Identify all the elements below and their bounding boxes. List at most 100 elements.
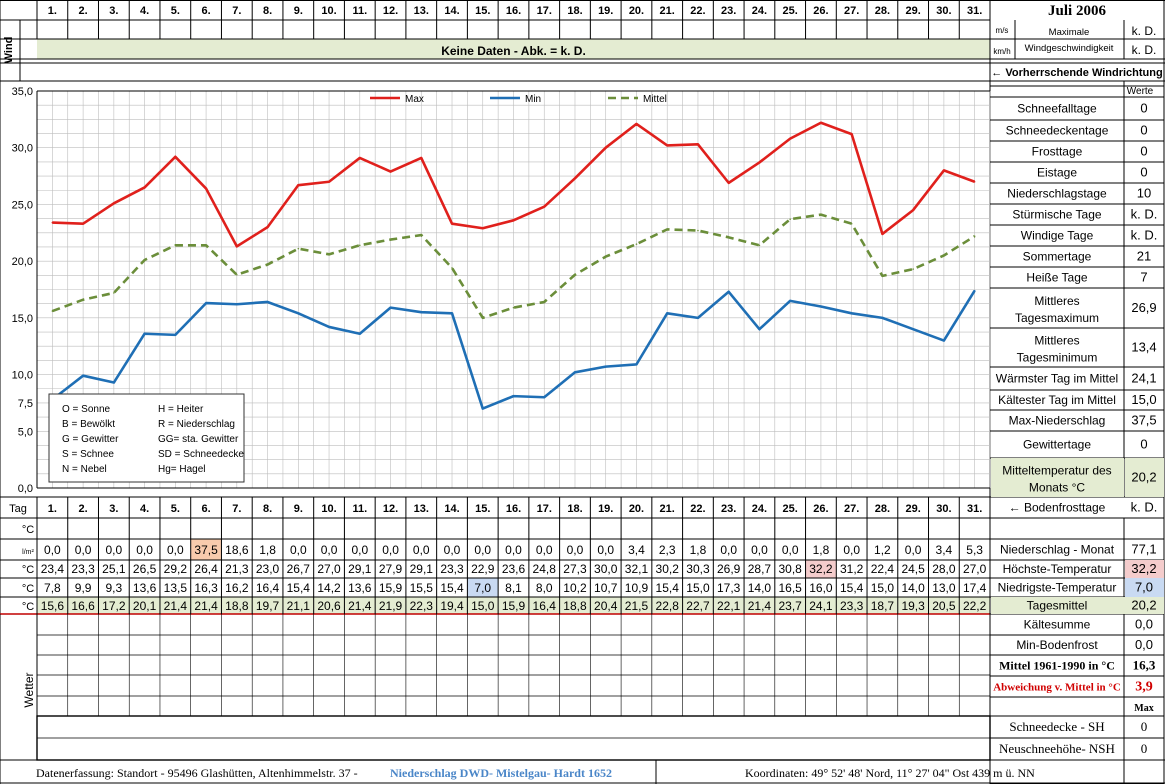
table-day-header: 7. [232, 503, 241, 515]
data-point-mittel [574, 273, 576, 276]
day-header: 27. [844, 5, 859, 17]
data-point-max [389, 170, 392, 173]
data-point-min [143, 332, 146, 335]
day-header: 31. [967, 5, 982, 17]
data-point-max [297, 184, 300, 186]
table-cell-mittel: 20,5 [932, 599, 956, 613]
table-cell-max: 24,5 [901, 562, 925, 576]
table-cell-niederschlag: 0,0 [905, 543, 922, 557]
data-point-mittel [758, 244, 761, 247]
day-header: 8. [263, 5, 272, 17]
day-header: 7. [232, 5, 241, 17]
rp-stat-label: Sommertage [1023, 250, 1092, 264]
data-point-mittel [328, 253, 330, 256]
table-cell-niederschlag: 0,0 [413, 543, 430, 557]
table-cell-mittel: 21,4 [194, 599, 218, 613]
day-header: 25. [783, 5, 798, 17]
data-point-min [481, 407, 484, 410]
table-cell-mittel: 21,4 [748, 599, 772, 613]
rp-min_bodenfrost-label: Min-Bodenfrost [1016, 638, 1098, 652]
rp-stat-label: Windige Tage [1021, 229, 1094, 243]
table-cell-min: 14,0 [901, 581, 925, 595]
rp-tagesmittel-label: Tagesmittel [1027, 599, 1088, 613]
y-tick-label: 35,0 [12, 86, 33, 98]
table-cell-max: 27,9 [379, 562, 403, 576]
table-cell-max: 23,0 [256, 562, 280, 576]
day-header: 5. [171, 5, 180, 17]
table-day-header: 8. [263, 503, 272, 515]
table-cell-niederschlag: 0,0 [751, 543, 768, 557]
rp-stat-label: Frosttage [1032, 145, 1083, 159]
row-unit: °C [22, 564, 34, 576]
data-point-mittel [850, 222, 853, 225]
legend-label: Max [405, 94, 424, 105]
data-point-mittel [205, 244, 207, 247]
data-point-mittel [236, 273, 238, 276]
day-header: 19. [598, 5, 613, 17]
table-cell-max: 22,9 [471, 562, 495, 576]
row-unit: °C [22, 583, 34, 595]
table-cell-mittel: 19,4 [440, 599, 464, 613]
table-cell-mittel: 18,8 [563, 599, 587, 613]
data-point-mittel [635, 243, 638, 245]
table-cell-mittel: 21,4 [164, 599, 188, 613]
table-day-header: 2. [79, 503, 88, 515]
rp-stat-value: 15,0 [1131, 392, 1156, 407]
table-cell-mittel: 17,2 [102, 599, 126, 613]
table-cell-mittel: 15,9 [502, 599, 526, 613]
data-point-mittel [113, 292, 115, 294]
table-cell-max: 24,8 [533, 562, 557, 576]
weather-key-item: S = Schnee [62, 449, 114, 460]
rp-stat-value: 21 [1137, 249, 1151, 264]
data-point-max [51, 221, 54, 224]
data-point-min [820, 305, 822, 308]
table-cell-max: 23,6 [502, 562, 526, 576]
data-point-min [113, 381, 115, 384]
rp-mittel_1961-value: 16,3 [1133, 658, 1156, 673]
table-day-header: 6. [201, 503, 210, 515]
data-point-max [481, 227, 484, 230]
table-day-header: 29. [905, 503, 920, 515]
table-day-header: 14. [444, 503, 459, 515]
rp-stat-value: 37,5 [1131, 413, 1156, 428]
data-point-mittel [973, 235, 976, 237]
table-cell-min: 15,5 [410, 581, 434, 595]
table-cell-niederschlag: 5,3 [966, 543, 983, 557]
rp-stat-label: Schneedeckentage [1006, 124, 1109, 138]
table-cell-min: 15,4 [840, 581, 864, 595]
table-cell-mittel: 20,6 [317, 599, 341, 613]
data-point-max [174, 155, 177, 158]
table-cell-max: 23,3 [71, 562, 95, 576]
table-cell-mittel: 21,9 [379, 599, 403, 613]
table-day-header: 13. [414, 503, 429, 515]
table-day-header: 26. [813, 503, 828, 515]
rp-mittel-band [991, 458, 1124, 497]
table-cell-max: 32,1 [625, 562, 649, 576]
table-day-header: 3. [109, 503, 118, 515]
data-point-mittel [512, 306, 515, 309]
day-header: 12. [383, 5, 398, 17]
weather-key-box [48, 393, 245, 483]
day-header: 1. [48, 5, 57, 17]
rp-stat-label: Schneefalltage [1017, 102, 1097, 116]
rp-niedrigste-label: Niedrigste-Temperatur [998, 581, 1117, 595]
table-cell-niederschlag: 0,0 [536, 543, 553, 557]
day-header: 2. [79, 5, 88, 17]
table-cell-niederschlag: 3,4 [936, 543, 953, 557]
footer-location: Datenerfassung: Standort - 95496 Glashüt… [36, 766, 358, 780]
data-point-mittel [174, 244, 177, 247]
table-cell-min: 8,0 [536, 581, 553, 595]
table-cell-niederschlag: 0,0 [351, 543, 368, 557]
table-cell-mittel: 19,7 [256, 599, 280, 613]
table-cell-max: 27,0 [963, 562, 987, 576]
table-day-header: 30. [936, 503, 951, 515]
data-point-min [666, 312, 669, 315]
data-point-max [973, 180, 976, 183]
rp-max-label: Max [1134, 703, 1153, 714]
table-cell-niederschlag: 1,8 [690, 543, 707, 557]
data-point-max [789, 137, 791, 140]
table-cell-min: 17,4 [963, 581, 987, 595]
table-day-header: 21. [660, 503, 675, 515]
table-cell-max: 29,1 [348, 562, 372, 576]
day-header: 6. [201, 5, 210, 17]
